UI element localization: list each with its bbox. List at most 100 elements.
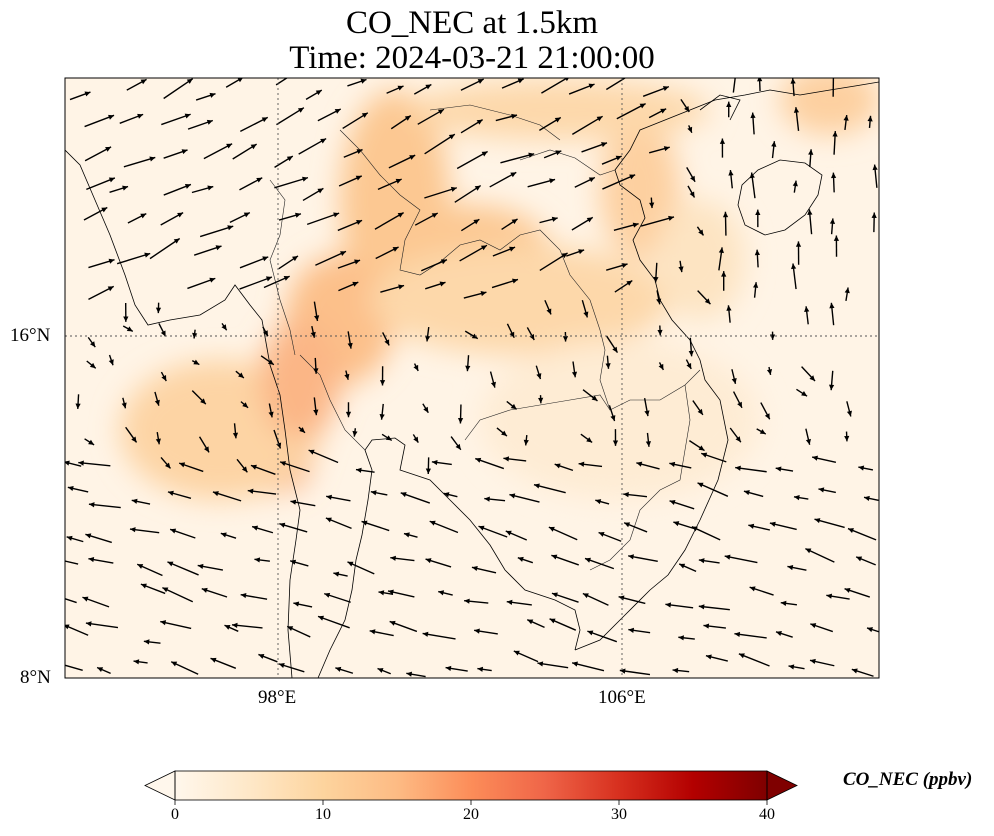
wind-arrow xyxy=(232,143,258,160)
wind-arrow xyxy=(598,531,622,542)
colorbar-tick-label: 0 xyxy=(171,806,179,823)
wind-arrow xyxy=(460,218,480,232)
wind-arrow xyxy=(537,661,569,669)
wind-arrow xyxy=(872,164,878,188)
wind-arrow xyxy=(755,209,761,228)
wind-arrow xyxy=(431,459,452,466)
wind-arrow xyxy=(422,631,456,640)
wind-arrow xyxy=(606,335,619,354)
wind-arrow xyxy=(535,365,542,380)
wind-arrow xyxy=(539,216,558,224)
wind-arrow xyxy=(235,370,245,379)
colorbar-extend-min xyxy=(144,770,176,801)
x-tick-label: 106°E xyxy=(598,687,646,708)
wind-arrow xyxy=(390,555,415,562)
wind-arrow xyxy=(374,212,404,230)
wind-arrow xyxy=(335,666,354,674)
wind-arrow xyxy=(315,250,347,266)
wind-arrow xyxy=(123,303,129,322)
wind-arrow xyxy=(67,485,89,493)
wind-arrow xyxy=(505,530,528,541)
wind-arrow xyxy=(832,131,838,155)
wind-arrow xyxy=(413,363,419,372)
wind-arrow xyxy=(685,359,692,370)
wind-arrow xyxy=(313,357,319,374)
wind-arrow xyxy=(471,565,497,574)
wind-arrow xyxy=(286,625,311,638)
wind-arrow xyxy=(382,332,390,346)
wind-arrow xyxy=(851,668,874,677)
wind-arrow xyxy=(769,521,797,531)
wind-arrow xyxy=(665,602,694,609)
wind-arrow xyxy=(721,271,727,291)
wind-arrow xyxy=(169,528,196,539)
wind-arrow xyxy=(378,590,394,596)
wind-arrow xyxy=(389,620,418,633)
wind-arrow xyxy=(562,331,569,342)
wind-arrow xyxy=(581,142,608,153)
border-myanmar-china xyxy=(429,104,561,141)
wind-arrow xyxy=(810,623,834,633)
wind-arrow xyxy=(582,389,598,402)
wind-arrow xyxy=(276,107,305,126)
wind-arrow xyxy=(298,137,327,155)
wind-arrow xyxy=(298,426,306,434)
wind-arrow xyxy=(192,329,198,339)
wind-arrow xyxy=(375,246,399,260)
wind-arrow xyxy=(689,440,705,452)
wind-arrow xyxy=(88,502,121,509)
wind-arrow xyxy=(780,600,798,606)
wind-arrow xyxy=(791,263,797,290)
wind-arrow xyxy=(279,461,310,473)
wind-arrow xyxy=(643,397,650,417)
wind-arrow xyxy=(506,400,518,410)
wind-arrow xyxy=(554,463,574,472)
wind-arrow xyxy=(345,402,352,418)
colorbar-extend-max xyxy=(766,770,798,801)
wind-arrow xyxy=(459,244,488,262)
wind-arrow xyxy=(805,428,811,445)
wind-arrow xyxy=(65,624,89,636)
wind-arrow xyxy=(198,436,210,453)
wind-arrow xyxy=(161,113,191,126)
wind-arrow xyxy=(347,78,367,87)
wind-arrow xyxy=(489,171,517,188)
wind-arrow xyxy=(403,532,418,538)
wind-arrow xyxy=(749,172,756,199)
wind-arrow xyxy=(379,403,385,420)
wind-arrow xyxy=(543,150,562,159)
wind-arrow xyxy=(608,405,616,422)
y-tick-label: 16°N xyxy=(10,325,51,346)
wind-arrow xyxy=(191,390,207,405)
wind-arrow xyxy=(858,465,874,471)
wind-arrow xyxy=(88,285,115,301)
wind-arrow xyxy=(347,561,375,575)
wind-arrow xyxy=(306,212,340,226)
wind-arrow xyxy=(539,116,562,131)
wind-arrow xyxy=(464,330,479,340)
wind-arrow xyxy=(680,98,690,113)
co-plume xyxy=(780,78,879,135)
wind-arrow xyxy=(642,85,670,97)
wind-arrow xyxy=(231,622,263,629)
wind-arrow xyxy=(417,108,445,125)
wind-arrow xyxy=(293,601,313,608)
wind-arrow xyxy=(251,525,274,534)
wind-arrow xyxy=(84,146,112,162)
wind-arrow xyxy=(612,429,619,446)
wind-arrow xyxy=(343,148,363,158)
wind-arrow xyxy=(275,78,289,86)
wind-arrow xyxy=(199,225,234,238)
wind-arrow xyxy=(163,183,192,196)
wind-arrow xyxy=(796,388,808,397)
wind-arrow xyxy=(268,403,274,418)
wind-arrow xyxy=(457,404,464,424)
wind-arrow xyxy=(613,222,639,232)
wind-arrow xyxy=(484,496,506,502)
wind-arrow xyxy=(606,262,628,271)
co-plume xyxy=(655,200,745,320)
wind-arrow xyxy=(883,142,888,164)
wind-arrow xyxy=(602,174,636,190)
wind-arrow xyxy=(692,400,704,416)
wind-arrow xyxy=(495,113,518,122)
